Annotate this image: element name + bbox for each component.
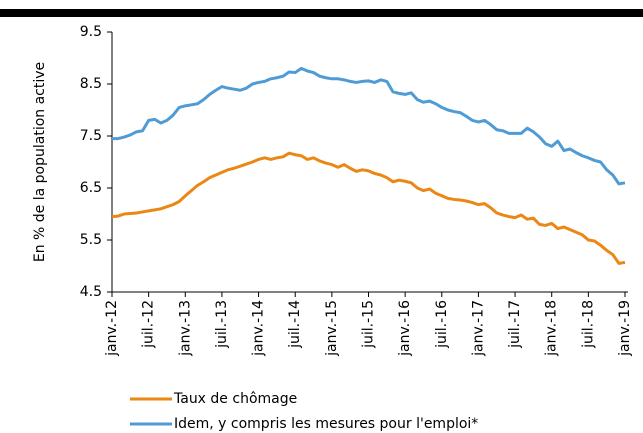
x-tick-label: janv.-15 [324, 300, 340, 357]
y-tick-label: 4.5 [80, 284, 102, 300]
x-tick-label: janv.-17 [470, 300, 486, 357]
top-bar [0, 9, 643, 17]
x-tick-label: juil.-15 [361, 300, 377, 349]
x-tick-label: janv.-19 [617, 300, 633, 357]
legend-label: Taux de chômage [173, 391, 297, 407]
y-tick-label: 6.5 [80, 180, 102, 196]
x-tick-label: janv.-13 [177, 300, 193, 357]
x-tick-label: juil.-17 [507, 300, 523, 349]
x-tick-label: juil.-18 [580, 300, 596, 349]
x-tick-label: janv.-12 [104, 300, 120, 357]
series-line [111, 151, 626, 265]
x-tick-label: juil.-13 [214, 300, 230, 349]
x-tick-label: janv.-14 [251, 300, 267, 357]
x-tick-label: janv.-18 [544, 300, 560, 357]
y-axis-title: En % de la population active [32, 62, 48, 262]
series-line [112, 66, 626, 186]
x-tick-label: janv.-16 [397, 300, 413, 357]
y-tick-label: 9.5 [80, 24, 102, 40]
y-tick-label: 5.5 [80, 232, 102, 248]
y-tick-label: 7.5 [80, 128, 102, 144]
legend-label: Idem, y compris les mesures pour l'emplo… [174, 416, 478, 432]
y-tick-label: 8.5 [80, 76, 102, 92]
x-tick-label: juil.-14 [287, 300, 303, 349]
x-tick-label: juil.-12 [141, 300, 157, 349]
x-tick-label: juil.-16 [434, 300, 450, 349]
